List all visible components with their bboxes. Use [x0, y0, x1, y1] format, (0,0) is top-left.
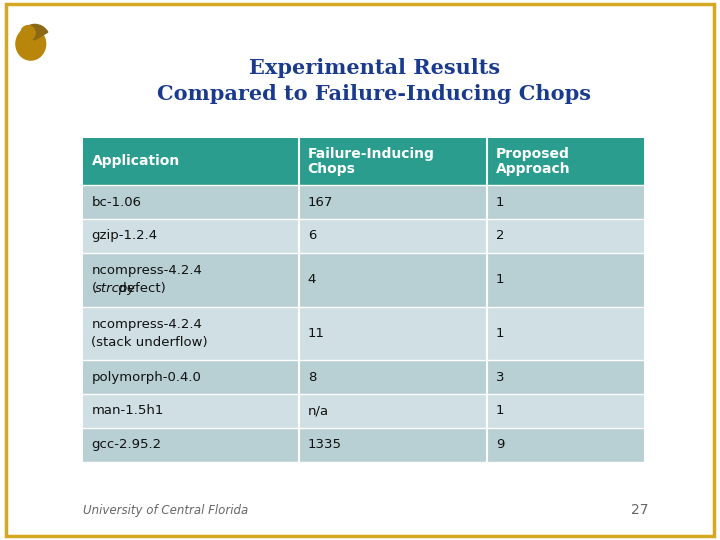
Text: ncompress-4.2.4: ncompress-4.2.4	[91, 264, 202, 278]
Text: ncompress-4.2.4: ncompress-4.2.4	[91, 318, 202, 331]
Ellipse shape	[16, 28, 45, 60]
Text: 27: 27	[631, 503, 648, 517]
Text: 9: 9	[496, 438, 504, 451]
Text: gcc-2.95.2: gcc-2.95.2	[91, 438, 161, 451]
Text: 1: 1	[496, 404, 504, 417]
Text: Compared to Failure-Inducing Chops: Compared to Failure-Inducing Chops	[158, 84, 591, 105]
Text: 1335: 1335	[307, 438, 342, 451]
Text: Experimental Results: Experimental Results	[249, 57, 500, 78]
Text: Chops: Chops	[307, 161, 356, 176]
Text: 4: 4	[307, 273, 316, 286]
Text: 1: 1	[496, 195, 504, 208]
Text: gzip-1.2.4: gzip-1.2.4	[91, 230, 158, 242]
Text: bc-1.06: bc-1.06	[91, 195, 141, 208]
Wedge shape	[22, 24, 48, 40]
Text: 1: 1	[496, 327, 504, 340]
Text: 3: 3	[496, 370, 504, 383]
Text: Approach: Approach	[496, 161, 570, 176]
Text: 2: 2	[496, 230, 504, 242]
Text: Failure-Inducing: Failure-Inducing	[307, 147, 435, 161]
Text: n/a: n/a	[307, 404, 329, 417]
Text: Application: Application	[91, 154, 180, 168]
Text: man-1.5h1: man-1.5h1	[91, 404, 164, 417]
Text: 11: 11	[307, 327, 325, 340]
Text: 1: 1	[496, 273, 504, 286]
Text: 8: 8	[307, 370, 316, 383]
Text: Proposed: Proposed	[496, 147, 570, 161]
Circle shape	[21, 25, 35, 40]
Text: (: (	[91, 282, 96, 295]
Text: defect): defect)	[114, 282, 166, 295]
Text: 6: 6	[307, 230, 316, 242]
Text: strcpy: strcpy	[95, 282, 136, 295]
Text: polymorph-0.4.0: polymorph-0.4.0	[91, 370, 202, 383]
Text: 167: 167	[307, 195, 333, 208]
Text: (stack underflow): (stack underflow)	[91, 336, 208, 349]
Text: University of Central Florida: University of Central Florida	[83, 504, 248, 517]
